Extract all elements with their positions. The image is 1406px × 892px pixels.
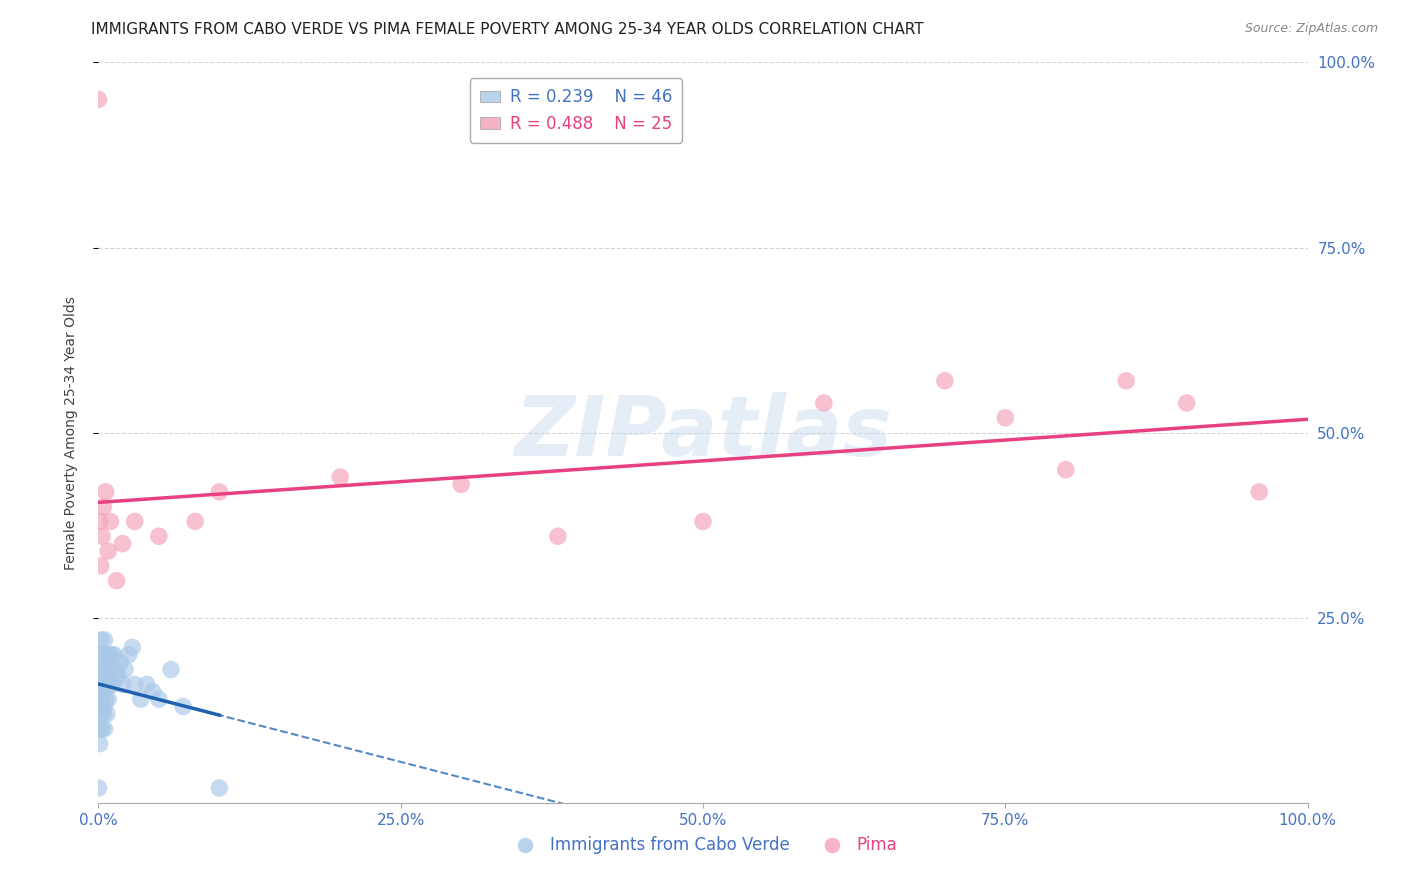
Point (105, 574, 128, 588)
Legend: Immigrants from Cabo Verde, Pima: Immigrants from Cabo Verde, Pima (502, 830, 904, 861)
Point (89, 706, 111, 721)
Point (208, 780, 231, 795)
Point (89, 515, 111, 529)
Point (121, 640, 143, 655)
Point (94, 484, 117, 499)
Point (160, 663, 183, 677)
Point (89, 737, 111, 751)
Point (1054, 462, 1077, 476)
Point (1249, 484, 1271, 499)
Point (91, 706, 114, 721)
Point (934, 374, 956, 388)
Point (90, 632, 112, 647)
Point (97, 692, 120, 706)
Point (107, 670, 129, 684)
Point (98, 677, 121, 691)
Point (329, 470, 352, 484)
Point (118, 648, 141, 662)
Point (87, 92, 110, 106)
Text: IMMIGRANTS FROM CABO VERDE VS PIMA FEMALE POVERTY AMONG 25-34 YEAR OLDS CORRELAT: IMMIGRANTS FROM CABO VERDE VS PIMA FEMAL… (91, 22, 924, 37)
Point (90, 692, 112, 706)
Point (89, 685, 111, 699)
Point (89, 648, 111, 662)
Point (91, 699, 114, 714)
Point (91, 500, 114, 514)
Point (100, 515, 122, 529)
Point (91, 648, 114, 662)
Point (111, 677, 134, 691)
Point (184, 515, 207, 529)
Point (94, 692, 117, 706)
Point (90, 722, 112, 736)
Point (94, 663, 117, 677)
Point (100, 663, 122, 677)
Point (97, 648, 120, 662)
Point (1115, 374, 1137, 388)
Point (142, 685, 165, 699)
Point (129, 692, 152, 706)
Point (93, 670, 115, 684)
Point (90, 558, 112, 573)
Point (111, 536, 134, 550)
Point (100, 648, 122, 662)
Point (208, 484, 231, 499)
Y-axis label: Female Poverty Among 25-34 Year Olds: Female Poverty Among 25-34 Year Olds (63, 295, 77, 570)
Point (172, 699, 194, 714)
Point (105, 663, 128, 677)
Point (450, 477, 472, 491)
Point (101, 677, 124, 691)
Point (96, 706, 118, 721)
Point (91, 722, 114, 736)
Text: Source: ZipAtlas.com: Source: ZipAtlas.com (1244, 22, 1378, 36)
Point (1175, 396, 1198, 410)
Text: ZIPatlas: ZIPatlas (515, 392, 891, 473)
Point (90, 663, 112, 677)
Point (692, 515, 714, 529)
Point (124, 677, 146, 691)
Point (148, 529, 170, 543)
Point (108, 655, 131, 669)
Point (93, 699, 115, 714)
Point (91, 685, 114, 699)
Point (96, 677, 118, 691)
Point (103, 648, 125, 662)
Point (91, 529, 114, 543)
Point (148, 692, 170, 706)
Point (93, 722, 115, 736)
Point (93, 632, 115, 647)
Point (87, 780, 110, 795)
Point (813, 396, 835, 410)
Point (114, 663, 136, 677)
Point (547, 529, 569, 543)
Point (91, 663, 114, 677)
Point (124, 515, 146, 529)
Point (97, 544, 120, 558)
Point (994, 410, 1017, 425)
Point (135, 677, 157, 691)
Point (91, 677, 114, 691)
